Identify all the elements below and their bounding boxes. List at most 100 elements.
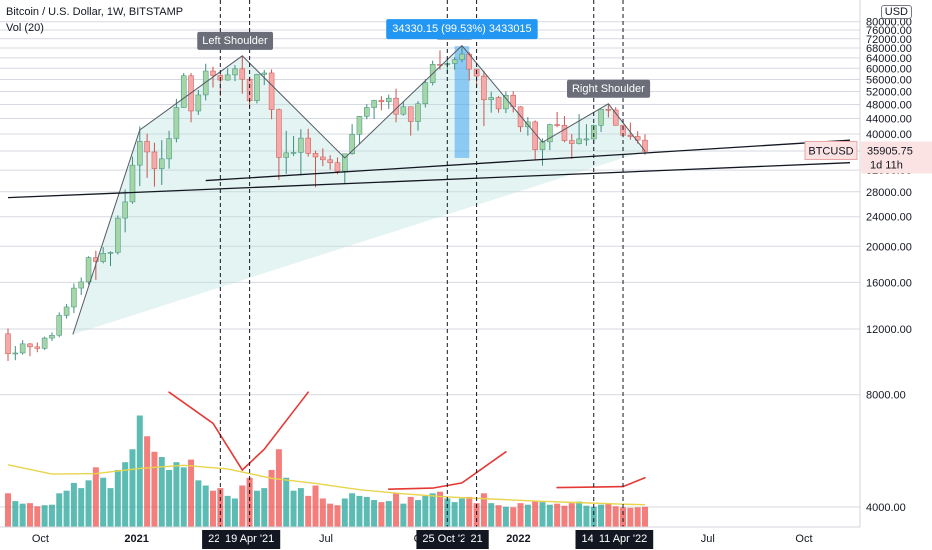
candle-body [364,107,370,117]
candle[interactable] [378,96,385,111]
candle[interactable] [137,126,143,187]
marker-date-label[interactable]: 19 Apr '21 [219,530,281,549]
candle[interactable] [12,346,19,361]
candle[interactable] [166,130,172,169]
candle[interactable] [122,189,128,233]
candle[interactable] [283,130,289,174]
volume-bar [634,507,641,527]
candle[interactable] [34,342,41,353]
candle[interactable] [356,115,363,145]
candle[interactable] [495,95,502,113]
candle[interactable] [5,328,11,362]
candle[interactable] [180,72,187,108]
marker-date-label[interactable]: 21 [464,530,489,549]
candle[interactable] [224,68,231,81]
candle[interactable] [159,140,165,185]
candle[interactable] [254,73,260,104]
candle-body [144,141,150,153]
volume-indicator-label[interactable]: Vol (20) [6,22,44,34]
candle[interactable] [320,148,326,167]
candle-body [246,78,253,102]
last-price-tag-bg[interactable] [861,141,932,174]
marker-date-text: 19 Apr '21 [225,533,274,545]
candle[interactable] [642,134,648,155]
volume-bar [480,493,487,527]
pattern-label-text: Right Shoulder [572,83,645,95]
candle[interactable] [232,65,238,82]
candle[interactable] [583,124,590,146]
candle[interactable] [115,215,121,255]
candle-body [576,138,582,144]
candle[interactable] [422,79,429,108]
candle[interactable] [19,340,26,355]
pattern-label[interactable]: Right Shoulder [566,79,651,98]
candle[interactable] [327,155,333,170]
candle[interactable] [239,55,246,94]
candle[interactable] [429,60,436,86]
pattern-label[interactable]: Left Shoulder [197,31,274,50]
candle[interactable] [371,99,377,119]
candle[interactable] [349,124,355,155]
candle[interactable] [276,108,282,181]
candle[interactable] [364,104,370,120]
candle[interactable] [298,129,304,176]
candle[interactable] [481,70,487,127]
measure-label[interactable]: 34330.15 (99.53%) 3433015 [386,19,538,40]
price-tick-label: 64000.00 [866,53,912,65]
plot-area[interactable] [0,0,860,527]
candle[interactable] [144,133,150,178]
candle[interactable] [151,142,158,187]
last-price-symbol-bg[interactable] [804,140,858,160]
measure-range [454,46,470,158]
candle[interactable] [305,128,311,157]
candle[interactable] [459,45,465,63]
marker-date-label[interactable]: 25 Oct '21 [416,530,479,549]
candle[interactable] [517,106,524,132]
candle[interactable] [107,251,114,267]
candle[interactable] [612,107,619,126]
candle[interactable] [576,114,582,145]
candle[interactable] [63,304,70,319]
candle-body [459,53,465,60]
volume-bar [231,498,238,527]
candle[interactable] [78,277,84,296]
price-axis[interactable] [860,0,932,550]
candle[interactable] [554,112,560,128]
candle[interactable] [605,103,612,118]
candle[interactable] [488,91,494,113]
volume-bar [590,506,597,527]
candle[interactable] [407,106,414,136]
marker-date-label[interactable]: 11 Apr '22 [592,530,654,549]
candle-body [276,109,282,158]
volume-bar [297,488,304,527]
candle[interactable] [129,156,136,204]
candle[interactable] [56,312,63,338]
candle[interactable] [27,343,33,357]
candle[interactable] [334,157,341,175]
red-annotation-3 [556,476,646,489]
candle[interactable] [385,94,392,109]
candle[interactable] [49,332,55,341]
candle[interactable] [268,69,275,120]
currency-button[interactable]: USD [880,5,912,19]
candle[interactable] [312,150,319,188]
candle[interactable] [290,136,297,157]
candle[interactable] [85,256,92,285]
candle[interactable] [100,247,106,264]
candle-body [151,151,158,169]
candle[interactable] [400,101,407,116]
candle[interactable] [41,336,48,350]
candle[interactable] [71,283,77,313]
candle[interactable] [195,89,202,115]
candle[interactable] [547,123,553,151]
candle[interactable] [598,108,604,132]
candle[interactable] [415,101,421,131]
candle[interactable] [342,153,348,184]
candle-body [5,333,11,355]
candle[interactable] [569,133,575,159]
candle-body [422,82,429,105]
candle[interactable] [173,98,180,143]
candle[interactable] [451,57,458,70]
